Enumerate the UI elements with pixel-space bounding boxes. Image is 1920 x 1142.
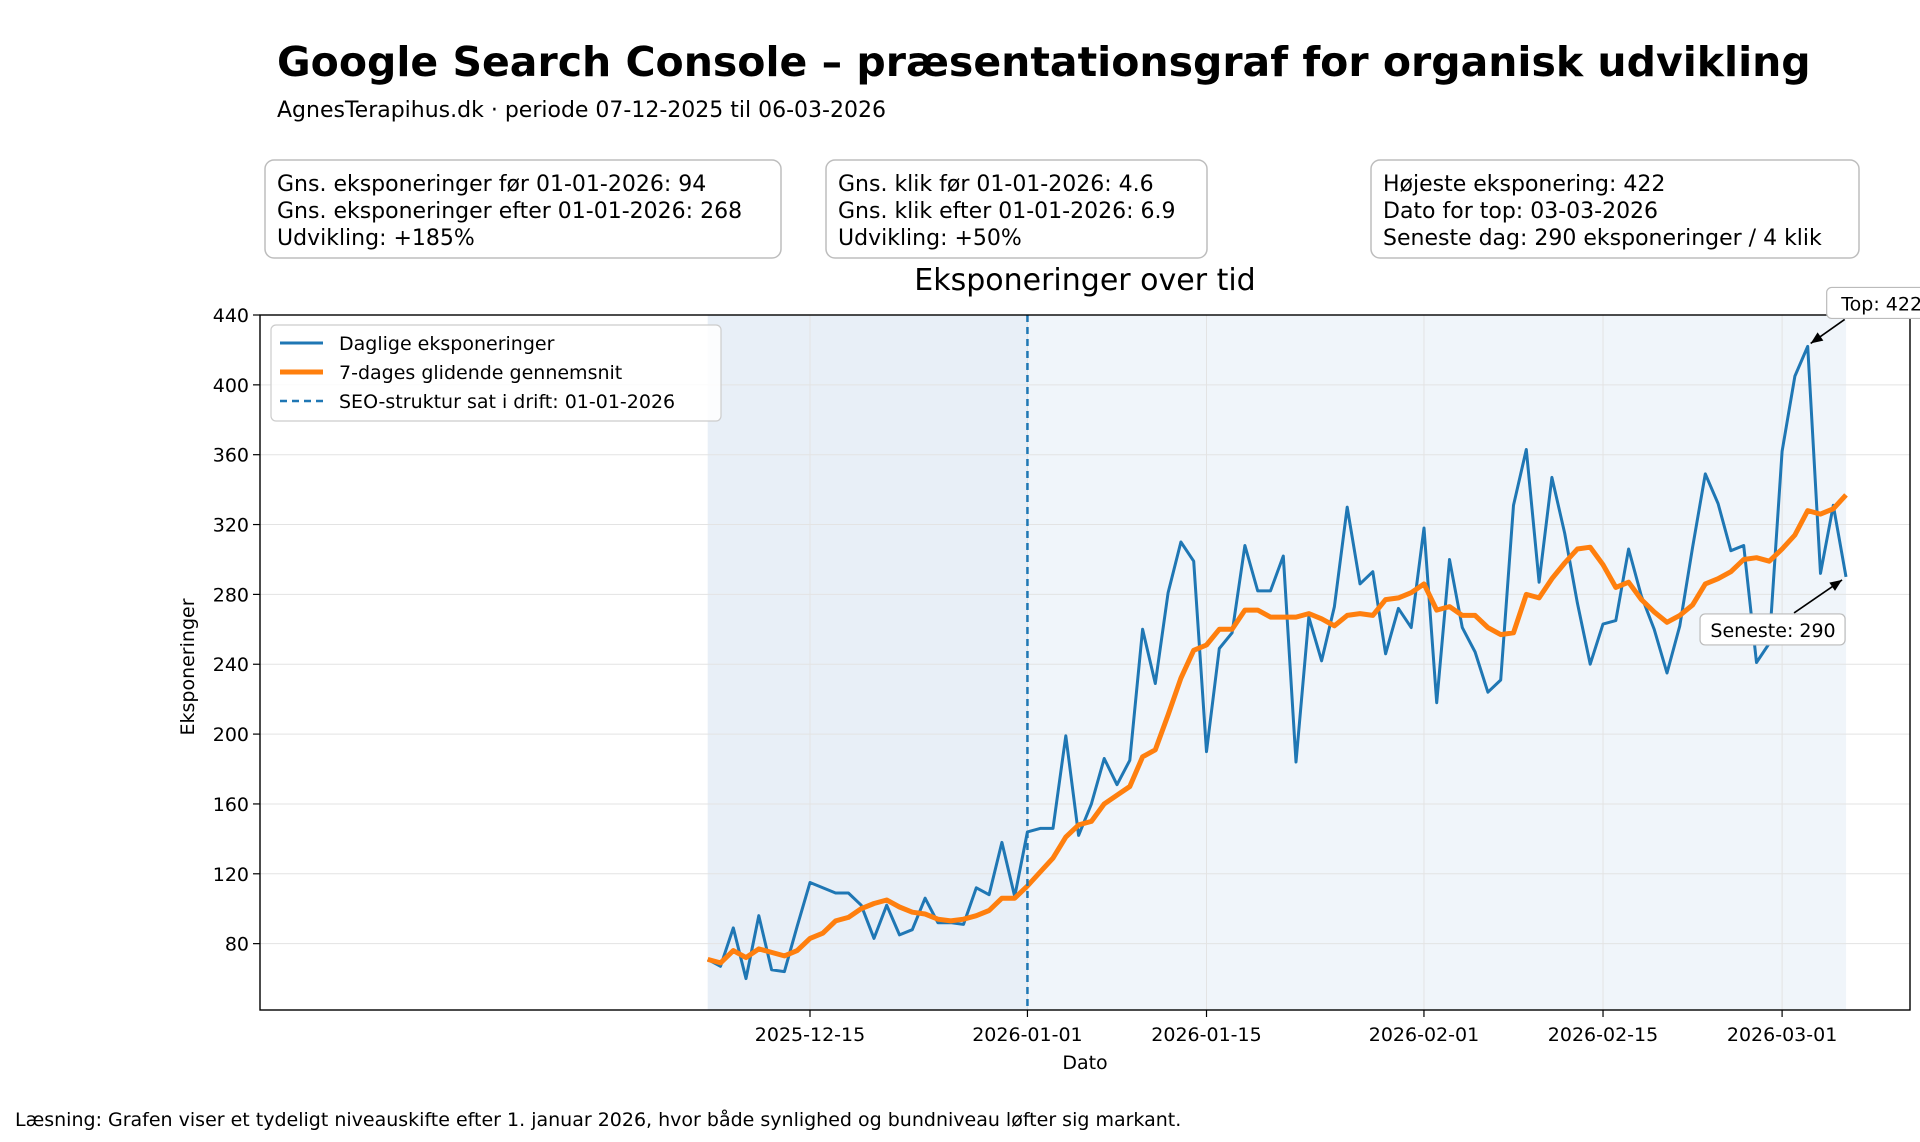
x-tick-label: 2026-02-01	[1369, 1024, 1479, 1046]
x-tick-label: 2026-01-01	[972, 1024, 1082, 1046]
plot-frame	[259, 314, 1911, 1011]
series-line	[707, 493, 1848, 966]
stat-boxes: Gns. eksponeringer før 01-01-2026: 94Gns…	[264, 159, 1860, 259]
annotation-top: Top: 422	[1810, 286, 1920, 345]
annotation-latest: Seneste: 290	[1699, 579, 1846, 646]
legend-label: 7-dages glidende gennemsnit	[339, 362, 622, 384]
annotation-label: Top: 422	[1840, 293, 1920, 315]
plot-area: 80 120 160 200 240 280 320 360 400 440 2025-12-15 2…	[213, 286, 1920, 1046]
y-tick-label: 80	[225, 934, 249, 956]
annotation-box	[1699, 613, 1846, 646]
x-tick-label: 2025-12-15	[755, 1024, 865, 1046]
legend: Daglige eksponeringer 7-dages glidende ge…	[270, 324, 722, 422]
stat-line: Udvikling: +185%	[277, 226, 475, 251]
series-line	[706, 344, 1848, 981]
y-tick-label: 240	[213, 654, 249, 676]
stat-line: Højeste eksponering: 422	[1383, 172, 1665, 197]
y-tick-label: 200	[213, 724, 249, 746]
x-tick-label: 2026-02-15	[1548, 1024, 1658, 1046]
legend-frame	[270, 324, 722, 422]
footer-note: Læsning: Grafen viser et tydeligt niveau…	[15, 1109, 1182, 1131]
stat-line: Gns. klik efter 01-01-2026: 6.9	[838, 199, 1175, 224]
y-tick-label: 360	[213, 445, 249, 467]
stat-box-frame	[1370, 159, 1860, 259]
y-tick-label: 280	[213, 584, 249, 606]
annotation-box	[1826, 286, 1920, 320]
period-after-shade	[1027, 315, 1847, 1010]
y-tick-label: 400	[213, 375, 249, 397]
y-axis-label: Eksponeringer	[177, 598, 199, 735]
stat-line: Gns. klik før 01-01-2026: 4.6	[838, 172, 1154, 197]
stat-box-frame	[825, 159, 1208, 259]
legend-label: SEO-struktur sat i drift: 01-01-2026	[339, 391, 675, 413]
x-tick-label: 2026-03-01	[1727, 1024, 1837, 1046]
annotation-arrowhead	[1829, 579, 1843, 591]
page-subtitle: AgnesTerapihus.dk · periode 07-12-2025 t…	[277, 98, 886, 123]
y-tick-label: 160	[213, 794, 249, 816]
stat-line: Gns. eksponeringer før 01-01-2026: 94	[277, 172, 706, 197]
annotation-label: Seneste: 290	[1710, 620, 1835, 642]
x-axis-label: Dato	[1062, 1052, 1107, 1074]
stat-line: Gns. eksponeringer efter 01-01-2026: 268	[277, 199, 742, 224]
stat-line: Seneste dag: 290 eksponeringer / 4 klik	[1383, 226, 1822, 251]
stat-box: Gns. eksponeringer før 01-01-2026: 94Gns…	[264, 159, 782, 259]
chart-title: Eksponeringer over tid	[914, 263, 1255, 298]
page-title: Google Search Console – præsentationsgra…	[277, 38, 1811, 86]
x-tick-label: 2026-01-15	[1151, 1024, 1261, 1046]
stat-box-frame	[264, 159, 782, 259]
stat-line: Dato for top: 03-03-2026	[1383, 199, 1658, 224]
y-tick-label: 440	[213, 305, 249, 327]
y-tick-label: 320	[213, 515, 249, 537]
y-tick-label: 120	[213, 864, 249, 886]
legend-label: Daglige eksponeringer	[339, 333, 555, 355]
stat-line: Udvikling: +50%	[838, 226, 1022, 251]
annotation-arrowhead	[1810, 332, 1824, 344]
